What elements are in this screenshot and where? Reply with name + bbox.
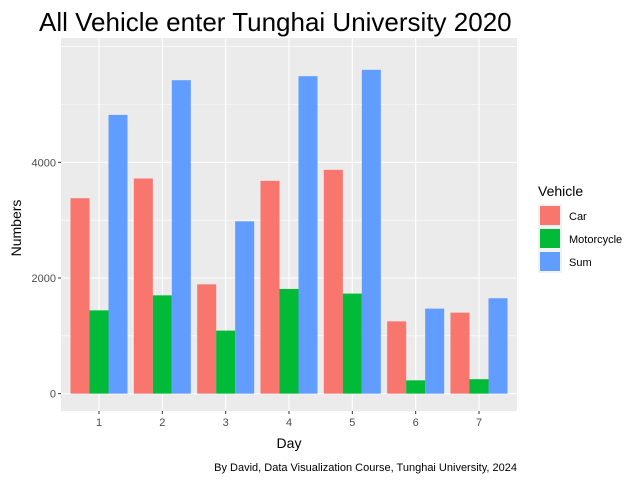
bar-car-day-7 [450,312,470,394]
bar-motorcycle-day-2 [152,295,172,394]
legend-label-sum: Sum [569,257,592,269]
bar-sum-day-4 [298,76,318,394]
bar-sum-day-5 [361,69,381,394]
caption: By David, Data Visualization Course, Tun… [214,462,517,474]
x-tick-label: 1 [96,417,102,429]
legend-title: Vehicle [538,183,583,199]
bar-motorcycle-day-1 [89,310,109,394]
bar-car-day-2 [133,178,153,394]
y-tick-label: 4000 [32,157,56,169]
legend: Vehicle Car Motorcycle Sum [538,183,622,273]
legend-swatch-sum [540,252,560,271]
x-tick-label: 4 [286,417,292,429]
y-axis: 0 2000 4000 [32,157,61,401]
bar-sum-day-2 [171,80,191,394]
y-axis-title: Numbers [8,200,24,257]
y-tick-label: 0 [50,389,56,401]
bar-car-day-4 [260,180,280,394]
bar-car-day-5 [323,169,343,394]
bar-car-day-3 [197,284,217,394]
x-tick-label: 3 [223,417,229,429]
x-tick-label: 5 [349,417,355,429]
x-axis-title: Day [277,435,302,451]
x-tick-label: 2 [159,417,165,429]
bar-car-day-6 [387,321,407,394]
legend-swatch-car [540,206,560,225]
bar-motorcycle-day-4 [279,288,299,394]
x-tick-label: 7 [476,417,482,429]
bar-motorcycle-day-5 [342,293,362,394]
bar-car-day-1 [70,198,90,394]
bar-motorcycle-day-6 [406,380,426,394]
legend-swatch-motorcycle [540,229,560,248]
legend-label-motorcycle: Motorcycle [569,234,622,246]
y-tick-label: 2000 [32,273,56,285]
bars [70,69,508,394]
bar-sum-day-1 [108,114,128,394]
bar-sum-day-7 [488,298,508,394]
bar-motorcycle-day-7 [469,379,489,394]
bar-motorcycle-day-3 [216,330,236,394]
chart-title: All Vehicle enter Tunghai University 202… [39,7,512,37]
bar-sum-day-6 [425,308,445,394]
bar-sum-day-3 [235,221,255,394]
x-axis: 1 2 3 4 5 6 7 [96,411,482,429]
x-tick-label: 6 [413,417,419,429]
legend-label-car: Car [569,211,587,223]
